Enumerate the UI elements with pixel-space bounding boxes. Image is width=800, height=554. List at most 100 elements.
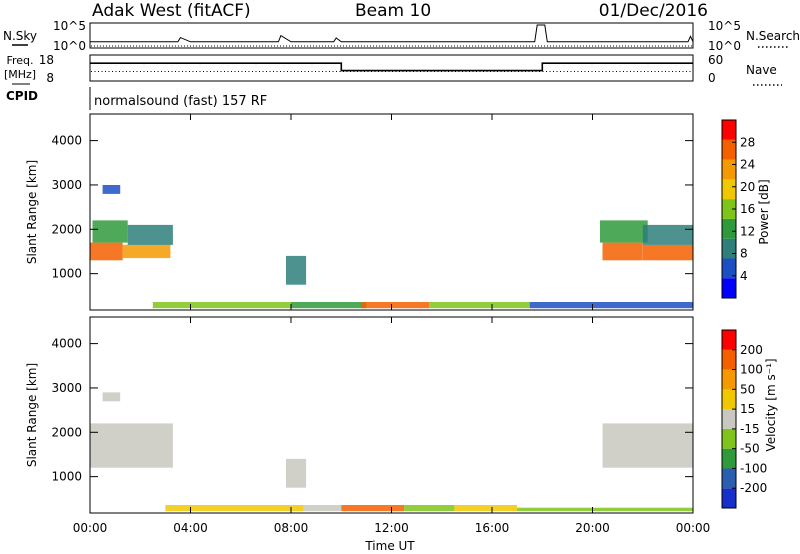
heatmap-cell [361, 302, 430, 309]
xtick-label: 12:00 [374, 521, 409, 535]
freq-tick-top: 18 [39, 53, 54, 67]
colorbar-tick-label: 4 [740, 269, 748, 283]
colorbar-tick-label: 100 [740, 363, 763, 377]
xtick-label: 20:00 [575, 521, 610, 535]
nave-tick-top: 60 [708, 53, 723, 67]
velocity-colorbar: 200 100 50 15 -15 -50 -100 -200 [721, 329, 767, 509]
nsearch-tick-top: 10^5 [708, 19, 741, 33]
colorbar-swatch [722, 238, 736, 259]
colorbar-tick-label: -100 [740, 461, 767, 475]
heatmap-cell [600, 220, 648, 243]
colorbar-tick-label: 12 [740, 224, 755, 238]
colorbar-tick-label: 200 [740, 343, 763, 357]
power-panel-bg [90, 114, 693, 310]
heatmap-cell [602, 423, 693, 468]
velocity-heatmap [90, 392, 693, 512]
heatmap-cell [642, 224, 694, 245]
colorbar-swatch [722, 349, 736, 370]
xtick-label: 08:00 [274, 521, 309, 535]
colorbar-tick-label: 20 [740, 180, 755, 194]
colorbar-swatch [722, 369, 736, 390]
ytick-label: 3000 [51, 178, 82, 192]
colorbar-tick-label: 28 [740, 135, 755, 149]
ytick-label: 1000 [51, 267, 82, 281]
colorbar-swatch [722, 468, 736, 489]
nsky-label: N.Sky [3, 29, 37, 43]
heatmap-cell [602, 242, 643, 261]
power-colorbar: 28 24 20 16 12 8 4 [721, 119, 755, 299]
colorbar-tick-label: 15 [740, 402, 755, 416]
heatmap-cell [517, 507, 693, 512]
heatmap-cell [92, 220, 128, 243]
colorbar-tick-label: 16 [740, 202, 755, 216]
xaxis-label: Time UT [364, 539, 415, 553]
heatmap-cell [165, 505, 304, 512]
heatmap-cell [341, 505, 405, 512]
nsky-panel-frame [89, 22, 694, 49]
velocity-yaxis: 4000 3000 2000 1000 [51, 337, 693, 484]
ytick-label: 4000 [51, 337, 82, 351]
heatmap-cell [90, 242, 123, 261]
freq-unit: [MHz] [4, 68, 36, 81]
power-colorbar-label: Power [dB] [757, 179, 771, 244]
velocity-ylabel: Slant Range [km] [25, 363, 39, 467]
freq-label: Freq. [6, 54, 33, 67]
velocity-colorbar-label: Velocity [m s⁻¹] [764, 358, 778, 451]
ytick-label: 4000 [51, 134, 82, 148]
colorbar-swatch [722, 488, 736, 508]
heatmap-cell [122, 244, 171, 259]
power-ylabel: Slant Range [km] [25, 160, 39, 264]
cpid-text: normalsound (fast) 157 RF [94, 94, 267, 109]
colorbar-swatch [722, 199, 736, 219]
colorbar-swatch [722, 179, 736, 200]
colorbar-swatch [722, 448, 736, 469]
colorbar-tick-label: -200 [740, 481, 767, 495]
heatmap-cell [102, 185, 121, 194]
time-xaxis: 00:00 04:00 08:00 12:00 16:00 20:00 00:00 [73, 114, 711, 535]
nave-label: Nave [746, 63, 777, 77]
colorbar-swatch [722, 218, 736, 239]
cpid-label: CPID [6, 89, 38, 103]
ytick-label: 1000 [51, 470, 82, 484]
colorbar-swatch [722, 278, 736, 298]
station-title: Adak West (fitACF) [92, 1, 251, 21]
colorbar-swatch [722, 409, 736, 429]
xtick-label: 16:00 [475, 521, 510, 535]
heatmap-cell [454, 505, 518, 512]
ytick-label: 2000 [51, 222, 82, 236]
heatmap-cell [127, 224, 173, 245]
colorbar-swatch [722, 258, 736, 279]
colorbar-tick-label: 8 [740, 247, 748, 261]
nsky-tick-top: 10^5 [53, 19, 86, 33]
heatmap-cell [90, 423, 173, 468]
nsearch-label: N.Search [746, 29, 800, 43]
xtick-label: 00:00 [676, 521, 711, 535]
heatmap-cell [102, 392, 121, 402]
colorbar-swatch [722, 139, 736, 160]
heatmap-cell [529, 302, 693, 309]
nsearch-tick-bottom: 10^0 [708, 39, 741, 53]
velocity-panel-bg [90, 317, 693, 513]
colorbar-swatch [722, 120, 736, 140]
heatmap-cell [291, 302, 367, 309]
heatmap-cell [152, 302, 291, 309]
heatmap-cell [404, 505, 455, 512]
power-heatmap [90, 185, 694, 309]
nave-tick-bottom: 0 [708, 71, 716, 85]
colorbar-tick-label: -50 [740, 442, 760, 456]
colorbar-frame [721, 329, 737, 509]
colorbar-tick-label: 24 [740, 158, 755, 172]
date-title: 01/Dec/2016 [599, 1, 708, 21]
ytick-label: 3000 [51, 381, 82, 395]
ytick-label: 2000 [51, 425, 82, 439]
nsky-series-line [90, 24, 694, 43]
colorbar-swatch [722, 389, 736, 410]
colorbar-swatch [722, 159, 736, 180]
xtick-label: 00:00 [73, 521, 108, 535]
freq-tick-bottom: 8 [46, 71, 54, 85]
colorbar-swatch [722, 330, 736, 350]
beam-title: Beam 10 [355, 1, 431, 21]
nsky-tick-bottom: 10^0 [53, 39, 86, 53]
xtick-label: 04:00 [173, 521, 208, 535]
